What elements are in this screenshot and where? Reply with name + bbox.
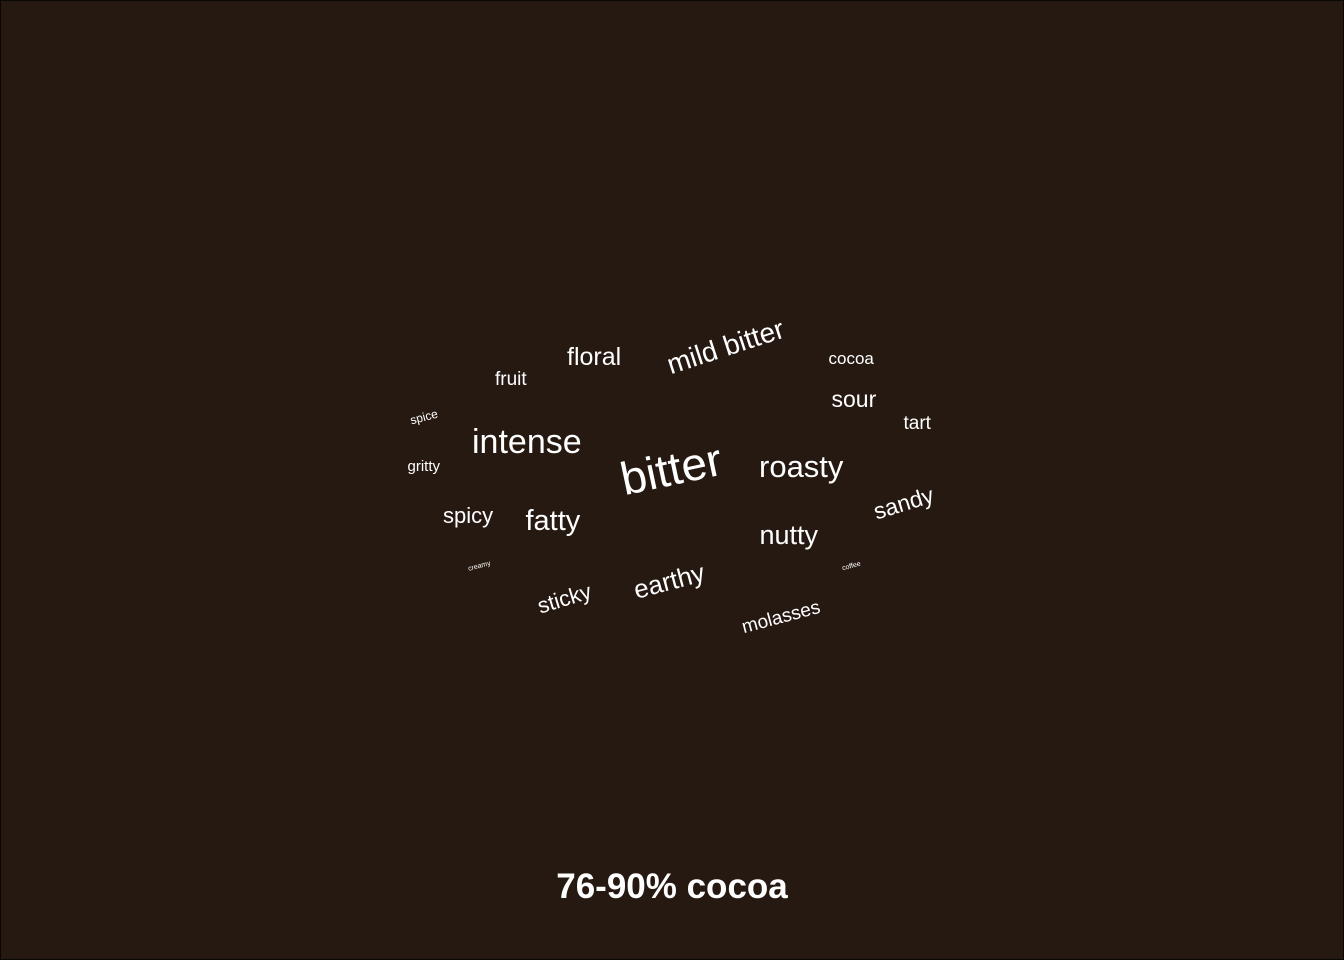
word-gritty: gritty — [407, 457, 441, 475]
word-cocoa: cocoa — [828, 348, 874, 368]
chart-caption: 76-90% cocoa — [556, 867, 788, 906]
word-sandy: sandy — [869, 481, 937, 524]
word-spicy: spicy — [443, 503, 494, 528]
word-tart: tart — [903, 412, 931, 434]
word-spice: spice — [408, 406, 440, 428]
word-fruit: fruit — [495, 368, 527, 390]
word-fatty: fatty — [525, 504, 581, 537]
word-creamy: creamy — [466, 559, 491, 573]
word-coffee: coffee — [840, 560, 862, 572]
word-floral: floral — [567, 342, 622, 371]
word-molasses: molasses — [739, 596, 823, 638]
word-nutty: nutty — [759, 519, 819, 550]
word-sour: sour — [831, 385, 877, 412]
word-mild-bitter: mild bitter — [662, 313, 788, 381]
word-earthy: earthy — [630, 557, 708, 605]
word-bitter: bitter — [615, 432, 727, 506]
word-sticky: sticky — [533, 578, 594, 619]
word-roasty: roasty — [759, 448, 844, 484]
word-intense: intense — [472, 423, 582, 461]
